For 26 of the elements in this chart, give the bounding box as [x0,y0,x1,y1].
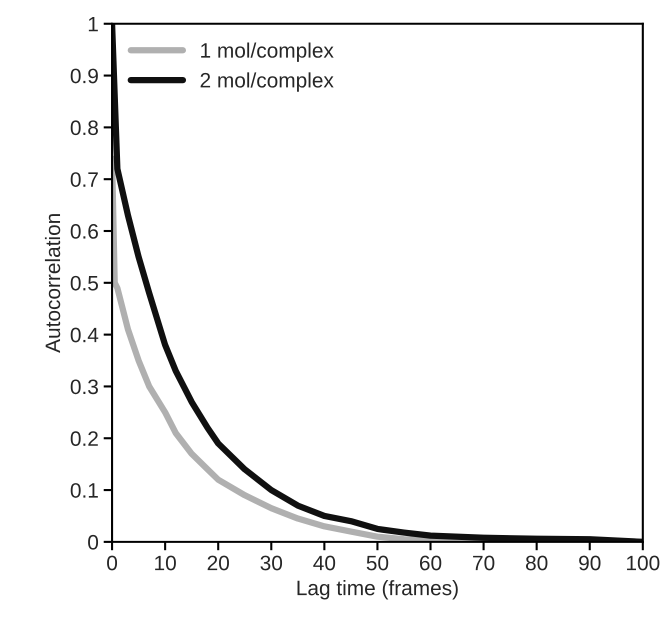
y-axis-title: Autocorrelation [44,214,60,353]
legend-label: 1 mol/complex [201,42,334,62]
y-tick-label: 0.7 [70,172,98,187]
y-tick-label: 0.8 [70,120,98,136]
y-tick-label: 0.6 [70,224,98,239]
y-tick-label: 1 [88,16,98,32]
y-tick-label: 0.1 [70,483,98,498]
x-tick-label: 0 [107,556,118,570]
y-tick-label: 0.9 [70,68,98,84]
y-tick-label: 0.2 [70,431,98,446]
x-tick-label: 80 [526,556,548,570]
y-tick-label: 0.4 [70,328,98,342]
x-tick-label: 20 [208,556,229,570]
x-tick-label: 10 [155,556,176,570]
x-tick-label: 90 [579,556,601,570]
y-tick-label: 0 [88,534,98,550]
y-tick-label: 0.5 [70,276,98,291]
x-tick-label: 50 [366,556,388,570]
x-tick-label: 70 [473,556,494,570]
y-tick-label: 0.3 [70,379,98,394]
x-axis-title: Lag time (frames) [298,580,458,600]
x-tick-label: 30 [260,556,282,570]
legend-label: 2 mol/complex [200,72,334,92]
x-tick-label: 100 [627,556,660,570]
x-tick-label: 60 [420,556,442,570]
x-tick-label: 40 [313,556,336,570]
